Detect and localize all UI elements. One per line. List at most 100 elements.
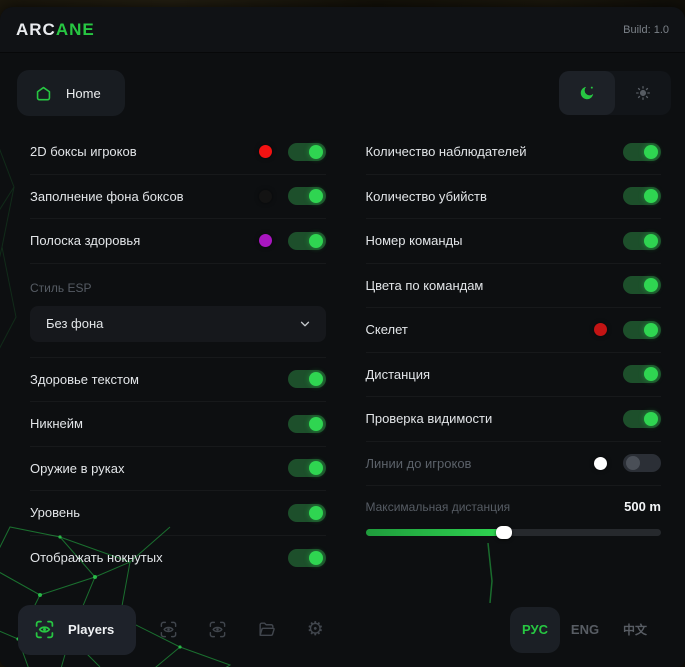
max-distance-label: Максимальная дистанция <box>365 499 511 514</box>
esp-style-group: Стиль ESP Без фона <box>30 264 326 358</box>
setting-row-2d-boxes: 2D боксы игроков <box>30 130 326 175</box>
aim-scan-tab[interactable] <box>151 613 185 647</box>
players-tab[interactable]: Players <box>18 604 137 655</box>
setting-row-player-lines: Линии до игроков <box>365 442 661 486</box>
toggle-switch[interactable] <box>623 365 661 384</box>
gear-icon: ⚙ <box>306 619 324 640</box>
toggle-switch[interactable] <box>287 459 326 478</box>
app-window: ARCANE Build: 1.0 Home <box>0 7 685 667</box>
setting-label: Количество убийств <box>365 188 487 204</box>
setting-row-distance: Дистанция <box>365 353 661 397</box>
home-icon <box>36 86 51 100</box>
toggle-switch[interactable] <box>287 142 326 161</box>
setting-label: Скелет <box>365 322 408 338</box>
setting-label: Цвета по командам <box>365 277 484 293</box>
setting-label: Заполнение фона боксов <box>30 188 184 204</box>
setting-row-health-bar: Полоска здоровья <box>30 219 326 264</box>
player-scan-icon <box>35 620 54 639</box>
players-tab-label: Players <box>68 622 115 637</box>
toggle-knob <box>644 367 658 382</box>
color-swatch[interactable] <box>258 234 272 248</box>
setting-label: Дистанция <box>365 366 431 382</box>
distance-slider-handle[interactable] <box>496 526 513 539</box>
toggle-knob <box>644 278 658 293</box>
setting-row-level: Уровень <box>30 491 326 536</box>
color-swatch[interactable] <box>594 323 607 337</box>
folder-icon <box>259 622 275 636</box>
setting-label: Полоска здоровья <box>30 233 141 249</box>
toggle-switch[interactable] <box>623 231 661 250</box>
settings-panel: 2D боксы игроков Заполнение фона боксов … <box>0 116 685 580</box>
toggle-knob <box>308 189 323 204</box>
configs-tab[interactable] <box>249 613 283 647</box>
color-swatch[interactable] <box>594 456 607 470</box>
home-tab-label: Home <box>66 85 101 101</box>
color-swatch[interactable] <box>258 189 272 203</box>
esp-style-dropdown[interactable]: Без фона <box>30 305 326 342</box>
toggle-knob <box>308 372 323 387</box>
toggle-switch[interactable] <box>623 320 661 339</box>
settings-tab[interactable]: ⚙ <box>298 613 332 647</box>
light-theme-button[interactable] <box>615 71 671 115</box>
setting-row-box-fill: Заполнение фона боксов <box>30 175 326 219</box>
lang-cn-button[interactable]: 中文 <box>622 623 647 637</box>
toggle-switch[interactable] <box>623 142 661 161</box>
toggle-switch[interactable] <box>623 409 661 428</box>
esp-column-left: 2D боксы игроков Заполнение фона боксов … <box>30 130 326 580</box>
toggle-switch[interactable] <box>287 503 326 522</box>
toggle-switch[interactable] <box>287 548 326 567</box>
chevron-down-icon <box>300 321 309 326</box>
setting-row-spectators: Количество наблюдателей <box>365 130 661 175</box>
toggle-switch[interactable] <box>623 454 661 473</box>
setting-row-health-text: Здоровье текстом <box>30 358 326 402</box>
setting-row-visibility-check: Проверка видимости <box>365 397 661 442</box>
max-distance-group: Максимальная дистанция 500 m <box>365 486 661 539</box>
toggle-switch[interactable] <box>623 276 661 295</box>
setting-row-knocked: Отображать нокнутых <box>30 536 326 581</box>
dark-theme-button[interactable] <box>559 71 615 115</box>
esp-column-right: Количество наблюдателей Количество убийс… <box>365 130 661 580</box>
toggle-knob <box>308 550 323 565</box>
setting-label: Отображать нокнутых <box>30 550 163 566</box>
toggle-switch[interactable] <box>623 187 661 206</box>
toggle-switch[interactable] <box>287 370 326 389</box>
moon-icon <box>580 86 594 100</box>
visual-scan-tab[interactable] <box>200 613 234 647</box>
toggle-knob <box>644 411 658 426</box>
player-scan-icon <box>160 621 177 638</box>
theme-switch <box>559 71 671 115</box>
brand-logo: ARCANE <box>16 20 95 40</box>
esp-style-label: Стиль ESP <box>30 280 92 295</box>
distance-slider[interactable] <box>365 526 661 539</box>
setting-label: Оружие в руках <box>30 460 125 476</box>
toggle-knob <box>308 144 323 159</box>
esp-style-selected-value: Без фона <box>46 316 104 331</box>
lang-eng-button[interactable]: ENG <box>570 622 600 637</box>
lang-rus-button[interactable]: РУС <box>510 606 560 653</box>
toggle-knob <box>308 416 323 431</box>
language-switch: РУС ENG 中文 <box>510 606 660 653</box>
setting-row-team-colors: Цвета по командам <box>365 264 661 308</box>
toggle-switch[interactable] <box>287 187 326 206</box>
setting-label: Никнейм <box>30 416 83 432</box>
setting-row-team-number: Номер команды <box>365 219 661 264</box>
toggle-knob <box>308 233 323 248</box>
setting-label: Здоровье текстом <box>30 371 139 387</box>
sun-icon <box>636 86 650 100</box>
setting-label: Проверка видимости <box>365 411 493 427</box>
home-tab[interactable]: Home <box>17 70 125 116</box>
setting-label: Линии до игроков <box>365 455 472 471</box>
brand-primary: ARC <box>16 19 56 39</box>
setting-row-nickname: Никнейм <box>30 402 326 447</box>
toggle-switch[interactable] <box>287 231 326 250</box>
toggle-knob <box>644 322 658 337</box>
build-version: Build: 1.0 <box>623 23 669 36</box>
player-scan-icon <box>209 621 226 638</box>
color-swatch[interactable] <box>258 145 272 159</box>
setting-label: Количество наблюдателей <box>365 144 527 160</box>
setting-row-kills: Количество убийств <box>365 175 661 219</box>
header: ARCANE Build: 1.0 <box>0 7 685 53</box>
footer-bar: Players <box>0 592 685 667</box>
toggle-switch[interactable] <box>287 414 326 433</box>
toggle-knob <box>644 144 658 159</box>
